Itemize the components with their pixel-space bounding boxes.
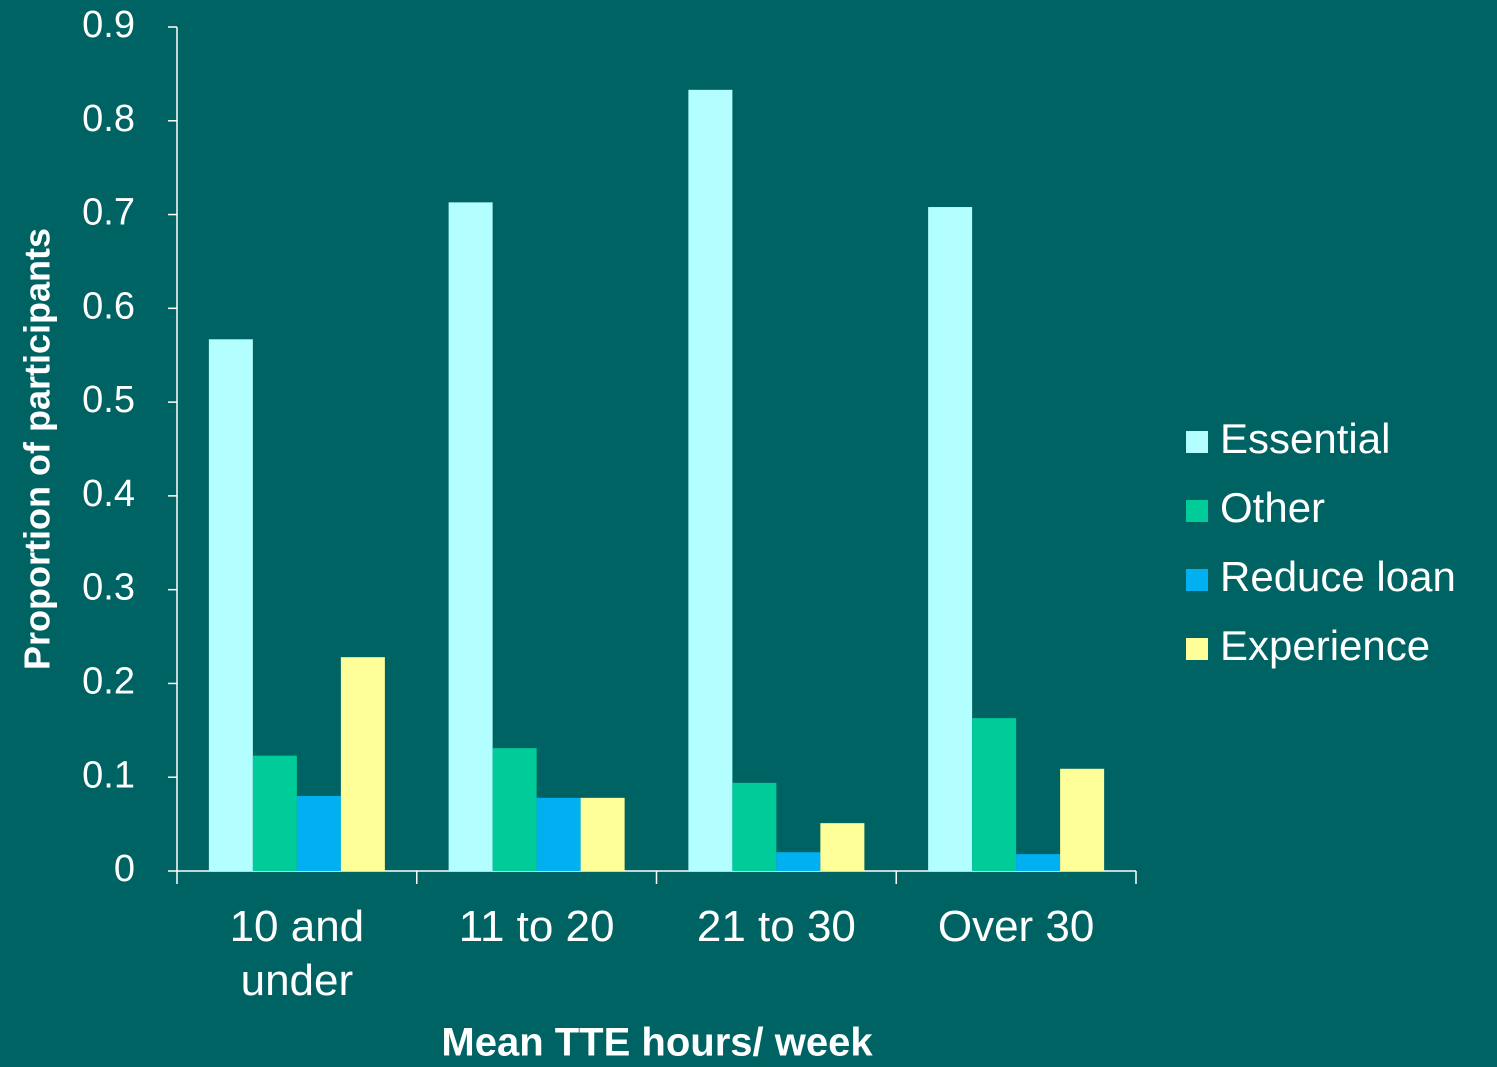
y-tick-label: 0.6	[82, 285, 135, 327]
bar	[208, 339, 253, 871]
legend-swatch	[1186, 638, 1208, 660]
legend-label: Experience	[1220, 622, 1430, 669]
x-tick-label: 21 to 30	[696, 902, 856, 951]
legend-swatch	[1186, 569, 1208, 591]
bar	[340, 657, 385, 871]
bar	[928, 207, 973, 871]
y-tick-label: 0.9	[82, 4, 135, 46]
y-tick-label: 0	[114, 848, 135, 890]
y-tick-label: 0.2	[82, 660, 135, 702]
bar	[448, 202, 493, 871]
bar	[252, 755, 297, 871]
y-axis-label: Proportion of participants	[17, 228, 58, 670]
y-tick-label: 0.7	[82, 192, 135, 234]
bar	[972, 718, 1017, 871]
x-tick-label: 10 and under	[229, 902, 365, 1005]
bar	[732, 782, 777, 871]
legend-swatch	[1186, 431, 1208, 453]
x-tick-label: 11 to 20	[458, 902, 615, 951]
y-tick-label: 0.8	[82, 98, 135, 140]
legend-label: Other	[1220, 484, 1325, 531]
bar	[296, 795, 341, 871]
bar	[1016, 854, 1061, 871]
bar	[536, 797, 581, 871]
bar	[820, 823, 865, 871]
y-tick-label: 0.5	[82, 379, 135, 421]
legend-label: Reduce loan	[1220, 553, 1456, 600]
bar	[492, 748, 537, 871]
bar	[580, 797, 625, 871]
y-tick-label: 0.1	[82, 754, 135, 796]
legend-swatch	[1186, 500, 1208, 522]
bar	[688, 89, 733, 871]
y-tick-label: 0.3	[82, 567, 135, 609]
bar	[1060, 768, 1105, 871]
x-tick-label: Over 30	[937, 902, 1095, 951]
y-tick-label: 0.4	[82, 473, 135, 515]
legend-label: Essential	[1220, 415, 1390, 462]
x-axis-label: Mean TTE hours/ week	[441, 1021, 873, 1065]
bar	[776, 852, 821, 871]
